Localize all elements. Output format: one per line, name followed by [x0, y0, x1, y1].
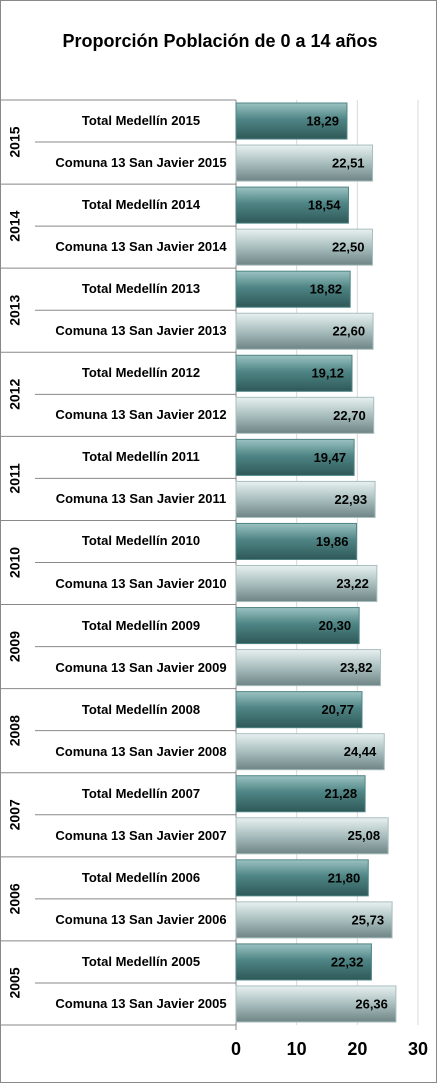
bar	[235, 691, 363, 729]
data-label: 19,86	[316, 534, 349, 549]
y-tick-label: Total Medellín 2013	[81, 281, 201, 297]
y-tick-label: Total Medellín 2015	[81, 113, 201, 129]
bar	[235, 438, 355, 476]
y-tick-label: Total Medellín 2014	[81, 197, 201, 213]
data-label: 25,08	[348, 828, 381, 843]
bar	[235, 102, 348, 140]
bar	[235, 859, 369, 897]
data-label: 19,47	[314, 450, 347, 465]
data-label: 24,44	[344, 744, 377, 759]
bar	[235, 733, 385, 771]
group-label: 2008	[7, 715, 23, 746]
x-tick-label: 10	[287, 1039, 307, 1059]
group-label: 2005	[7, 967, 23, 998]
data-label: 23,22	[336, 576, 369, 591]
bar	[235, 943, 372, 981]
bar	[235, 901, 393, 939]
x-tick-label: 30	[408, 1039, 428, 1059]
group-label: 2015	[7, 126, 23, 157]
y-tick-label: Comuna 13 San Javier 2008	[55, 743, 227, 759]
data-label: 19,12	[311, 366, 344, 381]
data-label: 22,32	[331, 954, 364, 969]
group-label: 2014	[7, 210, 23, 241]
y-tick-label: Comuna 13 San Javier 2014	[55, 239, 227, 255]
x-tick-label: 20	[347, 1039, 367, 1059]
data-label: 26,36	[355, 996, 388, 1011]
y-tick-label: Total Medellín 2008	[81, 701, 201, 717]
y-tick-label: Comuna 13 San Javier 2011	[55, 491, 227, 507]
group-label: 2006	[7, 883, 23, 914]
x-tick-label: 0	[231, 1039, 241, 1059]
bar	[235, 522, 357, 560]
bar	[235, 649, 382, 687]
data-label: 22,50	[332, 240, 365, 255]
bar	[235, 228, 373, 266]
y-tick-label: Comuna 13 San Javier 2005	[55, 995, 227, 1011]
data-label: 22,60	[333, 324, 366, 339]
y-tick-label: Total Medellín 2009	[81, 617, 201, 633]
group-label: 2009	[7, 631, 23, 662]
y-tick-label: Comuna 13 San Javier 2012	[55, 407, 227, 423]
y-tick-label: Comuna 13 San Javier 2015	[55, 155, 227, 171]
bar	[235, 565, 378, 603]
group-label: 2012	[7, 379, 23, 410]
bar	[235, 817, 389, 855]
data-label: 18,82	[310, 282, 343, 297]
bar	[235, 270, 351, 308]
bar	[235, 144, 374, 182]
data-label: 18,29	[306, 113, 339, 128]
y-tick-label: Total Medellín 2005	[81, 953, 201, 969]
bar	[235, 985, 397, 1023]
y-tick-label: Comuna 13 San Javier 2006	[55, 911, 227, 927]
bar	[235, 775, 366, 813]
y-tick-label: Comuna 13 San Javier 2010	[55, 575, 227, 591]
data-label: 18,54	[308, 198, 341, 213]
data-label: 20,30	[319, 618, 352, 633]
y-tick-label: Total Medellín 2010	[81, 533, 201, 549]
data-label: 25,73	[352, 912, 385, 927]
y-tick-label: Total Medellín 2011	[82, 449, 200, 465]
bar	[235, 186, 349, 224]
bar	[235, 607, 360, 645]
data-label: 21,28	[325, 786, 358, 801]
y-tick-label: Total Medellín 2007	[81, 785, 201, 801]
bar	[235, 312, 374, 350]
y-tick-label: Total Medellín 2006	[81, 869, 201, 885]
group-label: 2010	[7, 547, 23, 578]
bar	[235, 480, 376, 518]
data-label: 20,77	[321, 702, 354, 717]
data-label: 23,82	[340, 660, 373, 675]
group-label: 2007	[7, 799, 23, 830]
data-label: 21,80	[328, 870, 361, 885]
group-label: 2013	[7, 294, 23, 325]
y-tick-label: Comuna 13 San Javier 2009	[55, 659, 227, 675]
group-label: 2011	[7, 463, 23, 494]
y-tick-label: Comuna 13 San Javier 2013	[55, 323, 227, 339]
bar	[235, 396, 375, 434]
data-label: 22,70	[333, 408, 366, 423]
y-tick-label: Total Medellín 2012	[81, 365, 201, 381]
chart-title: Proporción Población de 0 a 14 años	[62, 31, 378, 51]
data-label: 22,93	[335, 492, 368, 507]
data-label: 22,51	[332, 156, 365, 171]
bar	[235, 354, 353, 392]
y-tick-label: Comuna 13 San Javier 2007	[55, 827, 227, 843]
